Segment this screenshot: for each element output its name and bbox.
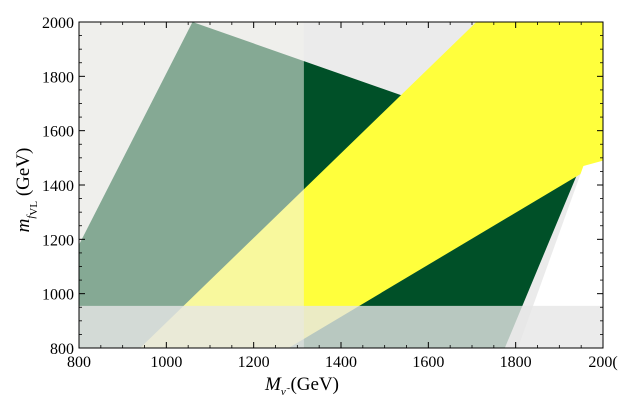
y-tick-label: 2000: [42, 15, 74, 32]
y-tick-label: 800: [50, 341, 74, 358]
light-left-overlay: [79, 22, 304, 348]
x-tick-label: 1200: [238, 354, 270, 371]
y-tick-label: 1600: [42, 124, 74, 141]
y-tick-label: 1800: [42, 69, 74, 86]
labels-layer: 800 1000 1200 1400 1600 1800 200( 800 1000 1200 14…: [13, 15, 618, 395]
regions-layer: [79, 22, 603, 348]
x-axis-symbol: M: [264, 374, 282, 395]
x-tick-label: 1800: [500, 354, 532, 371]
y-axis-subscript: f: [25, 214, 37, 219]
y-axis-unit: (GeV): [13, 148, 34, 201]
y-axis-subsubscript: VL: [28, 201, 40, 216]
x-tick-label: 1600: [412, 354, 444, 371]
ticks-layer: [78, 21, 604, 349]
x-tick-label: 1400: [325, 354, 357, 371]
white-excluded-corner: [517, 160, 603, 348]
y-axis-symbol: m: [13, 219, 34, 233]
horizontal-band: [79, 305, 603, 348]
x-tick-label: 800: [67, 354, 91, 371]
x-tick-label: 1000: [150, 354, 182, 371]
y-axis-label: mfVL (GeV): [13, 148, 40, 233]
y-tick-label: 1400: [42, 178, 74, 195]
x-axis-label: Mν̃ (GeV): [264, 374, 339, 395]
x-tick-label: 200(: [588, 354, 617, 371]
y-tick-label: 1200: [42, 232, 74, 249]
y-tick-label: 1000: [42, 287, 74, 304]
x-axis-unit: (GeV): [286, 374, 339, 395]
